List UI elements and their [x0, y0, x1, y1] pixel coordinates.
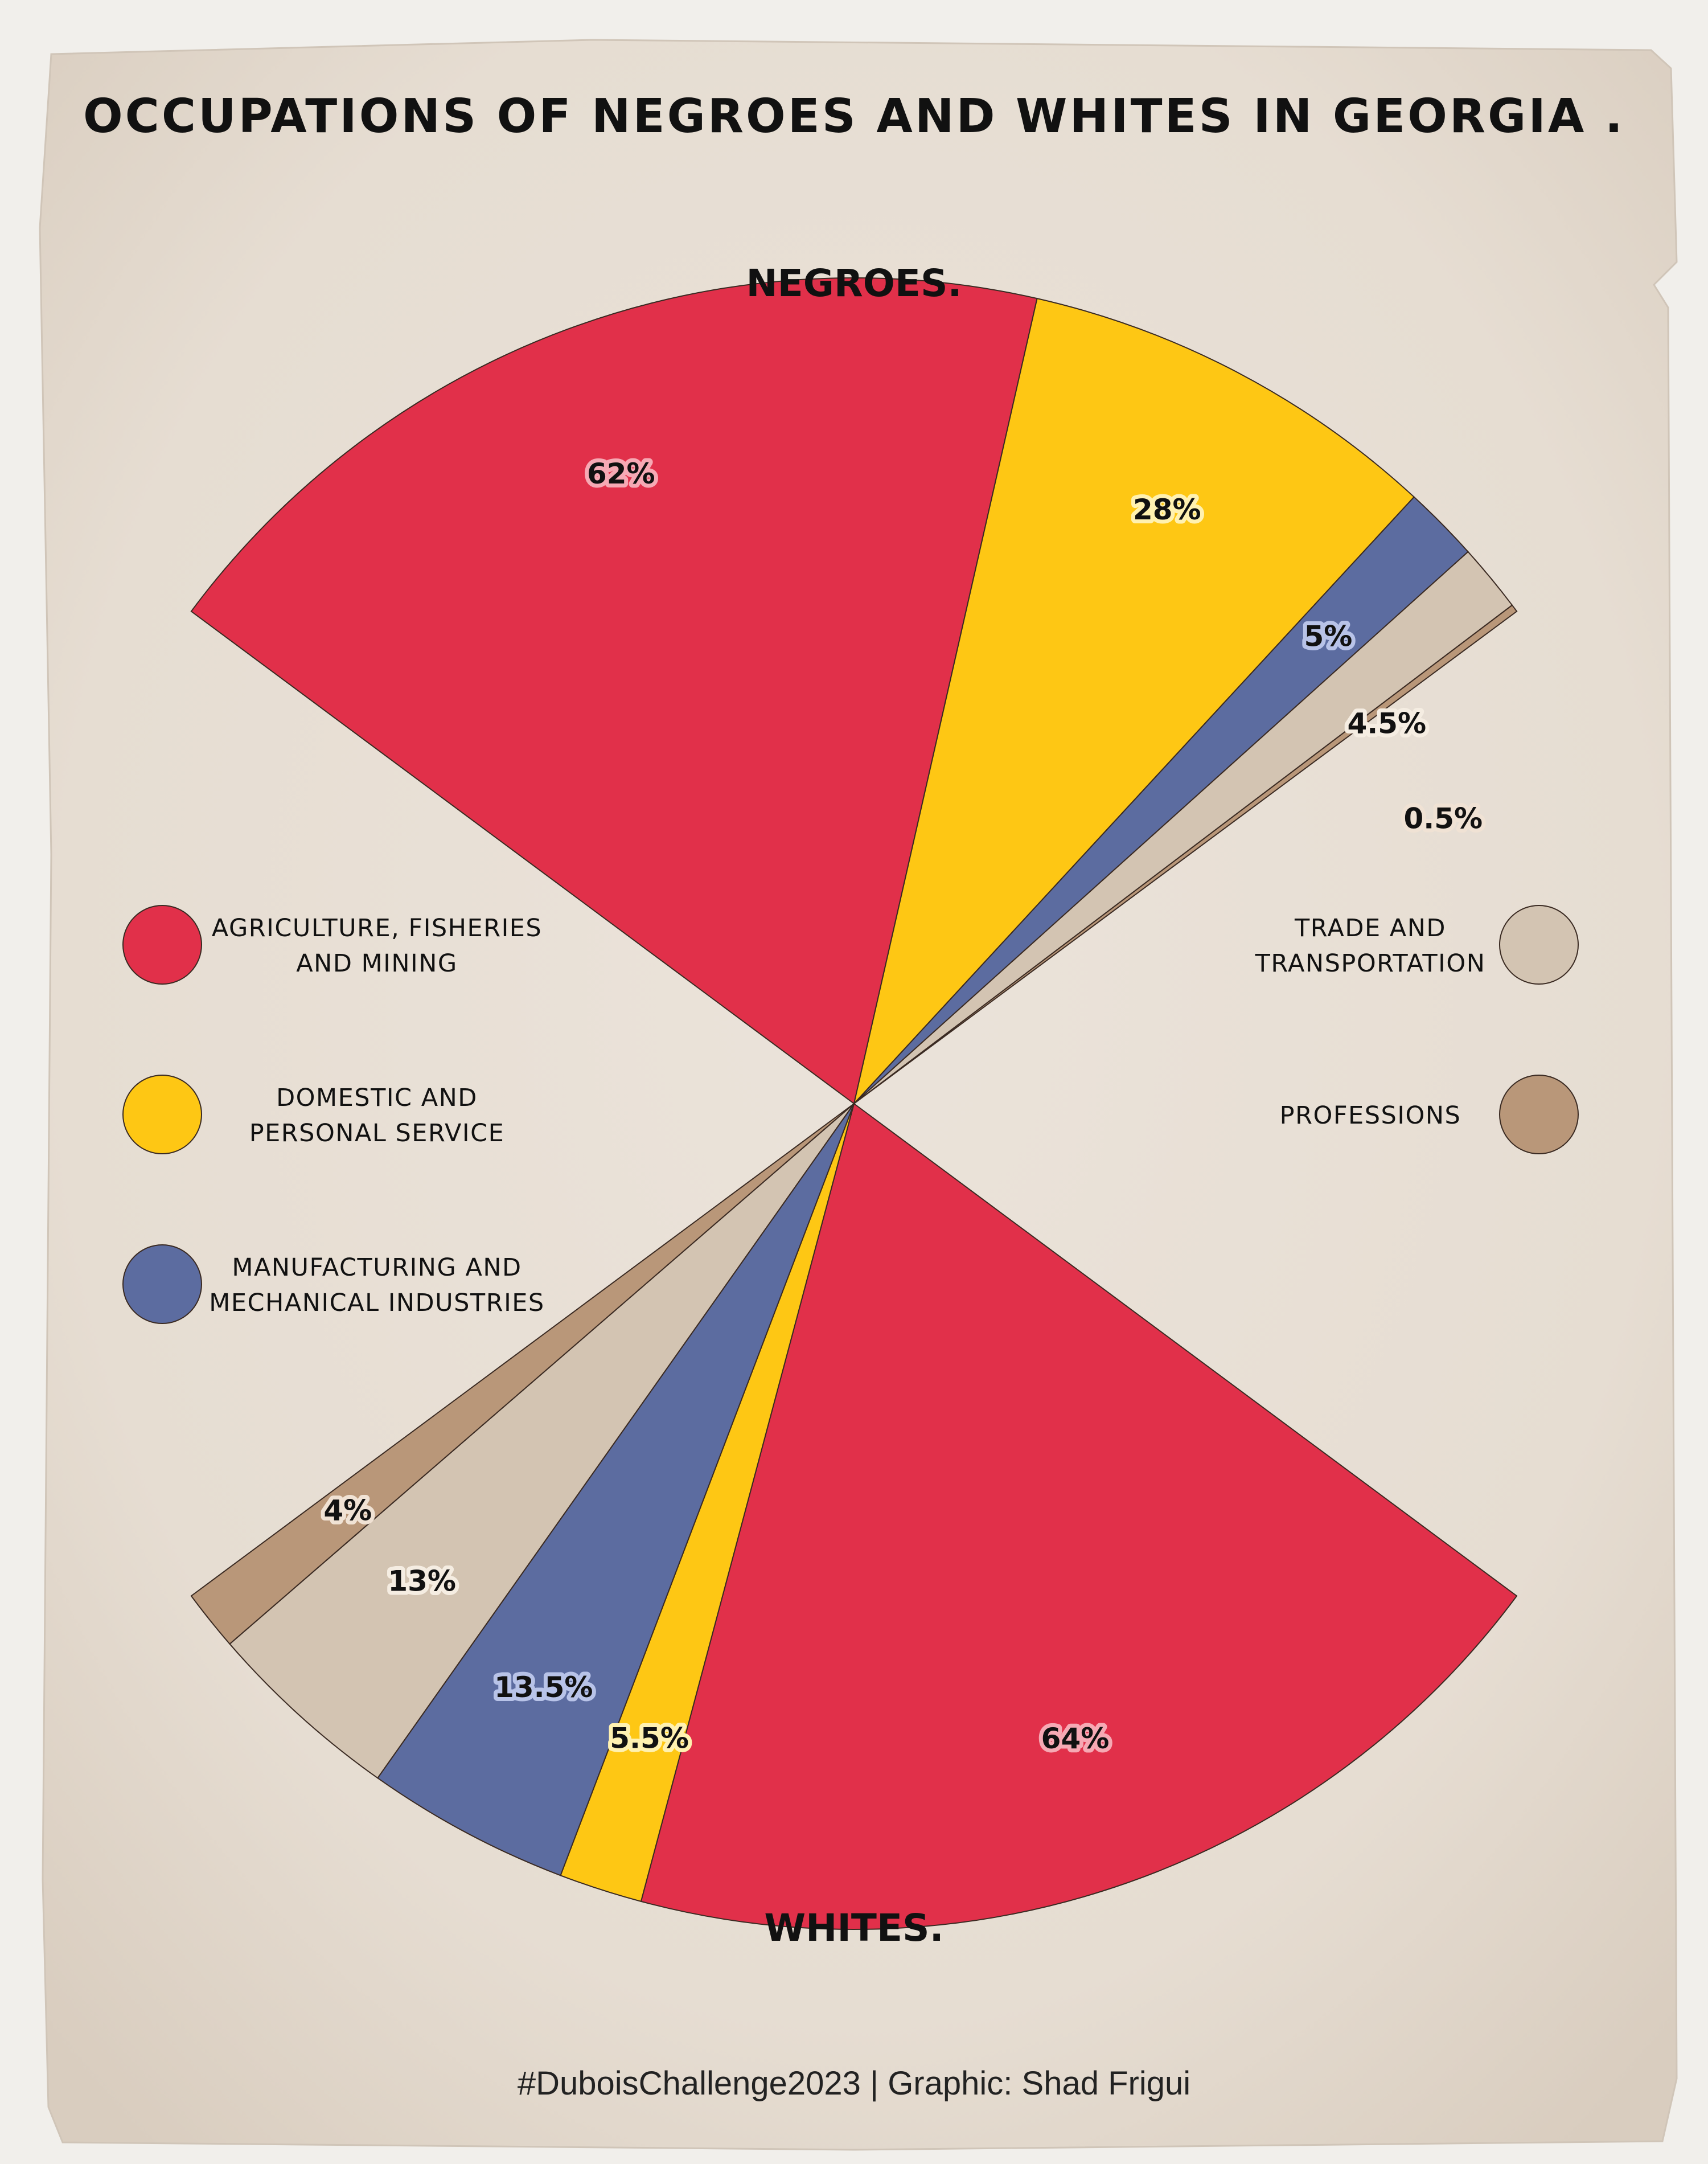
legend-label: MANUFACTURING AND	[232, 1253, 522, 1282]
pie-negroes: 62%62%28%28%5%5%4.5%4.5%0.5%0.5%	[190, 277, 1518, 1106]
slice-label-whites-professions: 4%	[323, 1494, 372, 1527]
slice-negroes-professions	[853, 604, 1518, 1104]
legend-label: PERSONAL SERVICE	[249, 1119, 505, 1147]
legend-item-manufacturing-and-mechanical-industries: MANUFACTURING AND MECHANICAL INDUSTRIES	[122, 1244, 544, 1324]
slice-negroes-domestic-and-personal-service	[853, 297, 1415, 1106]
legend-item-domestic-and-personal-service: DOMESTIC AND PERSONAL SERVICE	[122, 1075, 505, 1154]
slice-label-halo: 5.5%	[610, 1722, 689, 1755]
slice-whites-professions	[190, 1103, 855, 1645]
slice-label-negroes-trade-and-transportation: 4.5%	[1347, 707, 1426, 740]
slice-whites-trade-and-transportation	[229, 1103, 855, 1779]
slice-whites-agriculture-fisheries-and-mining	[640, 1103, 1518, 1930]
group-label-negroes: NEGROES.	[746, 261, 962, 305]
legend-label: AGRICULTURE, FISHERIES	[212, 914, 542, 942]
legend-label: TRANSPORTATION	[1255, 949, 1486, 978]
legend-swatch	[122, 1244, 202, 1324]
slice-label-halo: 0.5%	[1403, 802, 1483, 835]
legend-label: MECHANICAL INDUSTRIES	[209, 1289, 544, 1317]
legend: AGRICULTURE, FISHERIES AND MINING DOMESTIC…	[122, 905, 1579, 1324]
legend-swatch	[122, 905, 202, 985]
slice-negroes-agriculture-fisheries-and-mining	[190, 277, 1038, 1105]
slice-label-halo: 4.5%	[1347, 707, 1426, 740]
slice-label-negroes-domestic-and-personal-service: 28%	[1133, 493, 1201, 526]
slice-label-halo: 13%	[388, 1564, 456, 1597]
group-label-whites: WHITES.	[764, 1906, 943, 1950]
legend-label: PROFESSIONS	[1280, 1101, 1461, 1130]
legend-label: AND MINING	[296, 949, 457, 978]
legend-item-professions: PROFESSIONS	[1280, 1075, 1579, 1154]
slice-label-halo: 28%	[1133, 493, 1201, 526]
legend-item-trade-and-transportation: TRADE AND TRANSPORTATION	[1255, 905, 1579, 985]
slice-label-negroes-agriculture-fisheries-and-mining: 62%	[587, 457, 655, 490]
pie-area: 62%62%28%28%5%5%4.5%4.5%0.5%0.5%NEGROES.…	[190, 261, 1518, 1950]
legend-label: TRADE AND	[1294, 914, 1446, 942]
credit-text: #DuboisChallenge2023 | Graphic: Shad Fri…	[518, 2065, 1190, 2102]
slice-label-halo: 5%	[1304, 620, 1352, 653]
slice-label-halo: 64%	[1041, 1722, 1110, 1755]
slice-label-halo: 62%	[587, 457, 655, 490]
slice-label-whites-agriculture-fisheries-and-mining: 64%	[1041, 1722, 1110, 1755]
slice-label-whites-manufacturing-and-mechanical-industries: 13.5%	[494, 1671, 593, 1704]
chart-title: OCCUPATIONS OF NEGROES AND WHITES IN GEO…	[83, 89, 1625, 144]
legend-item-agriculture-fisheries-and-mining: AGRICULTURE, FISHERIES AND MINING	[122, 905, 542, 985]
slice-label-halo: 13.5%	[494, 1671, 593, 1704]
legend-label: DOMESTIC AND	[276, 1084, 478, 1112]
slice-label-whites-trade-and-transportation: 13%	[388, 1564, 456, 1597]
legend-swatch	[122, 1075, 202, 1154]
legend-swatch	[1499, 1075, 1579, 1154]
slice-whites-manufacturing-and-mechanical-industries	[376, 1103, 855, 1876]
pie-whites: 64%64%5.5%5.5%13.5%13.5%13%13%4%4%	[190, 1103, 1518, 1930]
slice-label-negroes-manufacturing-and-mechanical-industries: 5%	[1304, 620, 1352, 653]
slice-label-whites-domestic-and-personal-service: 5.5%	[610, 1722, 689, 1755]
legend-swatch	[1499, 905, 1579, 985]
slice-label-halo: 4%	[323, 1494, 372, 1527]
slice-label-negroes-professions: 0.5%	[1403, 802, 1483, 835]
